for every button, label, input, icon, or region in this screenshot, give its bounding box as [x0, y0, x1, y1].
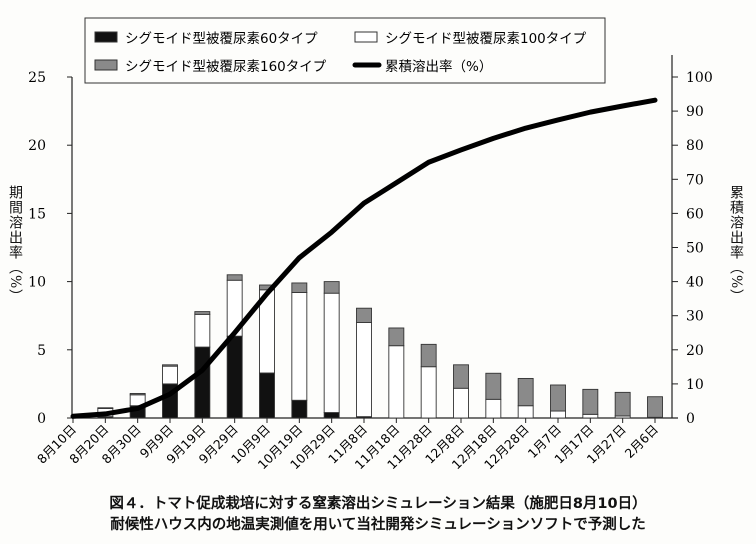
bar-segment-2	[323, 292, 340, 413]
y-tick-label-right: 0	[686, 411, 695, 427]
y-tick-label-left: 25	[28, 70, 46, 86]
cumulative-line	[70, 97, 658, 419]
figure-caption-line1: 図４．トマト促成栽培に対する窒素溶出シミュレーション結果（施肥日8月10日）	[109, 496, 647, 512]
y-tick-label-right: 100	[686, 70, 713, 86]
y-axis-label-right: 累積溶出率（%）	[728, 185, 744, 305]
bar-segment-2	[420, 366, 437, 419]
bar-segment-1	[323, 412, 340, 419]
bar-segment-3	[194, 311, 211, 315]
legend-label: シグモイド型被覆尿素60タイプ	[125, 31, 318, 47]
bar-segment-1	[291, 399, 308, 419]
bar-segment-3	[485, 372, 502, 400]
bar-segment-3	[647, 396, 663, 418]
y-tick-label-left: 5	[37, 343, 46, 359]
y-tick-label-right: 50	[686, 241, 704, 257]
bar-segment-3	[291, 282, 308, 293]
bar-segment-3	[453, 364, 469, 389]
bar-segment-2	[582, 413, 599, 419]
bar-segment-3	[614, 391, 631, 417]
bar-segment-2	[162, 365, 178, 385]
y-tick-label-right: 80	[686, 138, 704, 154]
legend-box	[84, 17, 606, 84]
y-tick-label-right: 10	[686, 377, 704, 393]
legend-label: 累積溶出率（%）	[385, 58, 492, 75]
bar-segment-1	[194, 346, 211, 419]
legend-swatch-1	[94, 31, 118, 43]
bar-segment-3	[323, 281, 340, 294]
y-tick-label-left: 10	[28, 275, 46, 291]
bar-segment-2	[517, 405, 534, 419]
bar-segment-2	[485, 398, 502, 419]
bar-segment-3	[356, 307, 372, 323]
x-tick-label: 2月6日	[622, 422, 662, 462]
y-axis-label-left: 期間溶出率（%）	[7, 185, 23, 305]
legend-swatch-3	[94, 59, 118, 71]
bar-segment-2	[453, 387, 469, 419]
bar-segment-3	[517, 377, 534, 407]
bar-segment-2	[356, 322, 372, 418]
legend-label: シグモイド型被覆尿素160タイプ	[125, 59, 327, 75]
bar-segment-3	[420, 343, 437, 368]
bar-segment-2	[291, 292, 308, 401]
y-tick-label-left: 20	[28, 138, 46, 154]
bar-segment-3	[97, 407, 114, 409]
y-tick-label-right: 60	[686, 206, 704, 222]
bar-segment-1	[259, 372, 275, 419]
bar-segment-2	[550, 410, 566, 419]
bar-segment-3	[388, 327, 405, 347]
y-tick-label-left: 0	[37, 411, 46, 427]
bar-segment-3	[582, 388, 599, 415]
y-tick-label-right: 40	[686, 275, 704, 291]
legend-swatch-2	[354, 31, 378, 43]
bar-segment-3	[550, 384, 566, 412]
figure-caption-line2: 耐候性ハウス内の地温実測値を用いて当社開発シミュレーションソフトで予測した	[110, 517, 646, 533]
bar-segment-3	[129, 392, 146, 396]
bar-segment-2	[194, 313, 211, 348]
y-tick-label-right: 90	[686, 104, 704, 120]
bar-segment-1	[226, 335, 243, 419]
bar-segment-3	[226, 274, 243, 281]
y-tick-label-right: 70	[686, 172, 704, 188]
y-tick-label-right: 20	[686, 343, 704, 359]
y-tick-label-left: 15	[28, 206, 46, 222]
y-tick-label-right: 30	[686, 309, 704, 325]
bar-segment-2	[388, 345, 405, 419]
legend-label: シグモイド型被覆尿素100タイプ	[385, 31, 587, 47]
bar-segment-3	[162, 364, 178, 367]
